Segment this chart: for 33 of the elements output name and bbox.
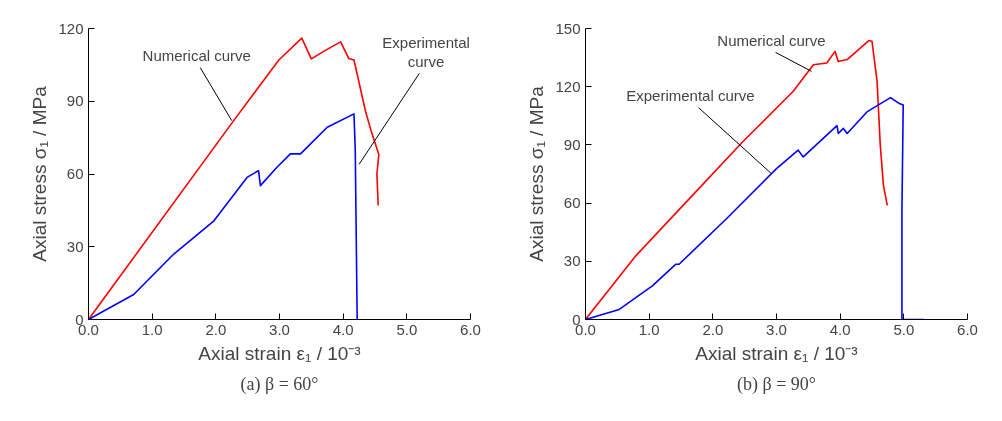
y-tick-label: 90 [66,92,84,110]
y-axis-title: Axial stress σ₁ / MPa [526,85,548,262]
x-tick-label: 6.0 [460,320,481,338]
annotation: Numerical curve [717,31,826,49]
annotation: Experimental curve [382,34,470,71]
y-tick-label: 30 [563,252,581,270]
x-tick-label: 5.0 [893,320,915,338]
x-tick-label: 4.0 [332,320,354,338]
x-axis-title: Axial strain ε₁ / 10⁻³ [198,342,361,364]
x-tick-label: 2.0 [702,320,724,338]
annotation: Experimental curve [626,87,755,105]
y-tick-label: 120 [555,77,581,95]
y-tick-label: 120 [58,19,84,37]
line-series [88,113,358,320]
x-tick-label: 6.0 [957,320,978,338]
y-tick-label: 90 [563,135,581,153]
line-series [88,37,380,320]
y-tick-label: 60 [66,165,84,182]
text: (a) β = 60° [240,373,319,395]
x-tick-label: 5.0 [396,320,418,338]
y-tick-label: 150 [555,19,581,37]
annotation: Numerical curve [142,47,251,65]
x-tick-label: 3.0 [766,320,787,338]
y-axis-title: Axial stress σ₁ / MPa [29,85,51,262]
text: (b) β = 90° [737,373,816,395]
x-tick-label: 3.0 [269,320,290,338]
y-tick-label: 60 [563,194,581,212]
y-tick-label: 30 [66,237,84,255]
x-tick-label: 2.0 [205,320,227,338]
x-tick-label: 4.0 [829,320,851,338]
x-axis-title: Axial strain ε₁ / 10⁻³ [695,342,858,364]
x-tick-label: 1.0 [141,320,163,338]
x-tick-label: 1.0 [638,320,660,338]
